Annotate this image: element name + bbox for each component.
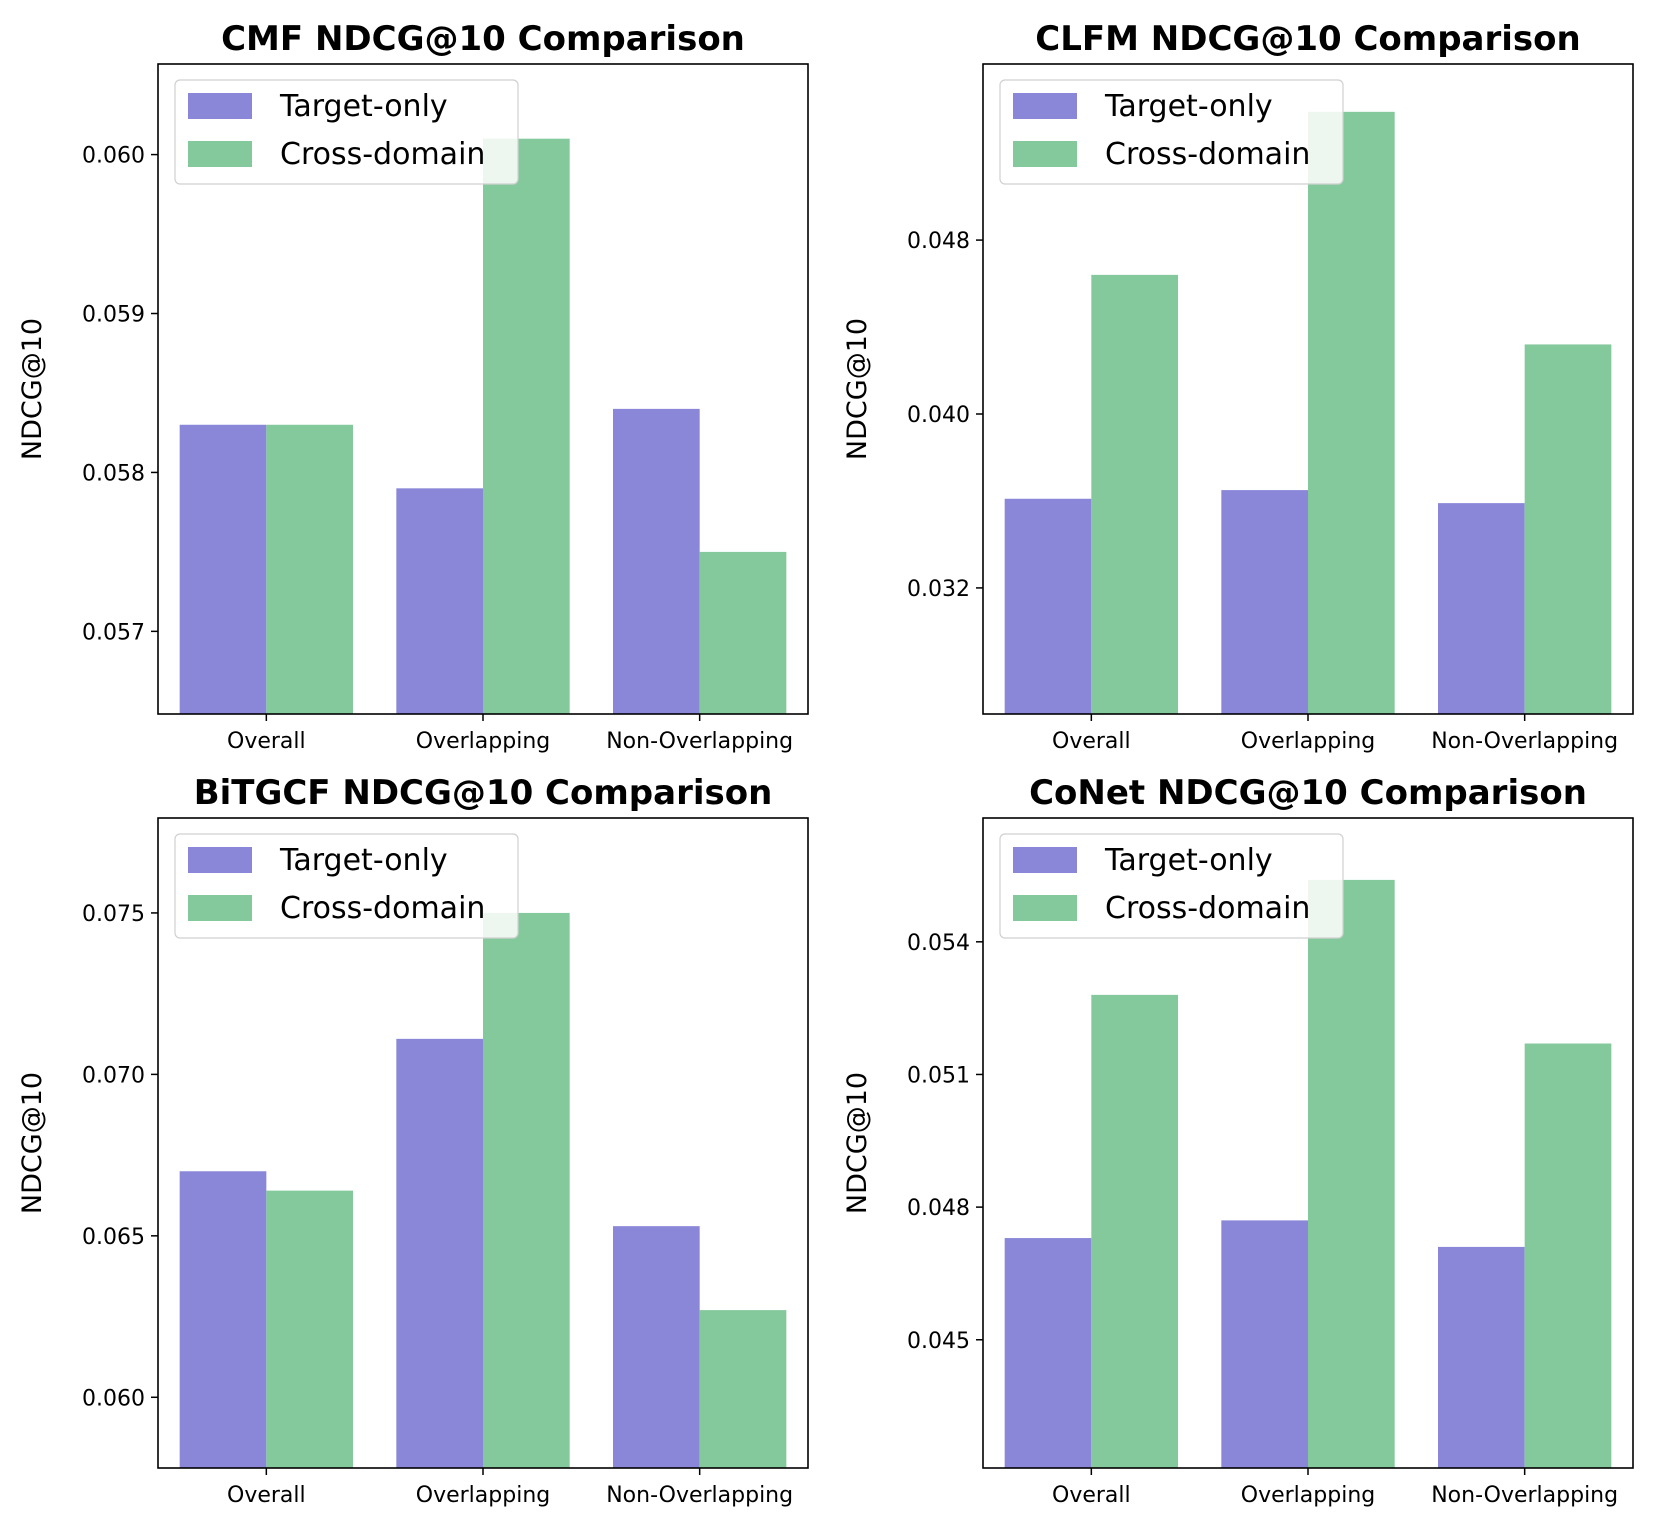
- legend-box: [174, 833, 519, 939]
- x-tick-label: Overlapping: [416, 1483, 550, 1508]
- bar-target-only-non-overlapping: [1438, 503, 1525, 714]
- bar-cross-domain-non-overlapping: [699, 1310, 787, 1468]
- x-tick-label: Overlapping: [1241, 1483, 1375, 1508]
- y-tick-label: 0.040: [907, 403, 970, 428]
- bar-cross-domain-overlapping: [1308, 879, 1395, 1468]
- x-tick-label: Overall: [1052, 729, 1131, 754]
- x-tick-label: Non-Overlapping: [606, 1483, 793, 1508]
- legend-swatch-target-only: [188, 847, 252, 873]
- x-tick-label: Overlapping: [1241, 729, 1375, 754]
- bar-cross-domain-non-overlapping: [699, 551, 787, 714]
- bar-target-only-overall: [1004, 1238, 1092, 1468]
- y-tick-label: 0.060: [82, 1386, 145, 1411]
- y-tick-label: 0.060: [82, 144, 145, 169]
- x-tick-label: Overall: [1052, 1483, 1131, 1508]
- y-tick-label: 0.048: [907, 1196, 970, 1221]
- legend-label-cross-domain: Cross-domain: [1105, 891, 1310, 926]
- legend-swatch-cross-domain: [1013, 141, 1077, 167]
- legend-label-cross-domain: Cross-domain: [1105, 137, 1310, 172]
- y-tick-label: 0.051: [907, 1063, 970, 1088]
- legend: Target-only Cross-domain: [999, 79, 1344, 185]
- bar-cross-domain-overall: [266, 1190, 353, 1468]
- y-tick-label: 0.075: [82, 902, 145, 927]
- y-tick-label: 0.058: [82, 461, 145, 486]
- y-axis-label: NDCG@10: [842, 318, 873, 460]
- legend-swatch-cross-domain: [188, 141, 252, 167]
- x-tick-label: Overlapping: [416, 729, 550, 754]
- legend-label-target-only: Target-only: [1104, 843, 1273, 878]
- bar-cross-domain-overall: [266, 424, 353, 714]
- x-tick-label: Non-Overlapping: [1431, 729, 1618, 754]
- legend-label-target-only: Target-only: [279, 89, 448, 124]
- bar-target-only-overall: [179, 1171, 267, 1468]
- legend-swatch-target-only: [1013, 93, 1077, 119]
- legend-swatch-target-only: [188, 93, 252, 119]
- legend-swatch-target-only: [1013, 847, 1077, 873]
- legend-box: [999, 79, 1344, 185]
- bar-target-only-non-overlapping: [1438, 1246, 1525, 1468]
- y-tick-label: 0.054: [907, 931, 970, 956]
- bar-cross-domain-overall: [1091, 994, 1178, 1468]
- y-tick-label: 0.032: [907, 577, 970, 602]
- chart-panel-1: 0.057 0.058 0.059 0.060 Overall Overlapping No…: [17, 19, 809, 754]
- y-tick-label: 0.065: [82, 1225, 145, 1250]
- bar-cross-domain-overlapping: [1308, 111, 1395, 714]
- legend: Target-only Cross-domain: [174, 833, 519, 939]
- legend-label-target-only: Target-only: [279, 843, 448, 878]
- legend-label-cross-domain: Cross-domain: [280, 137, 485, 172]
- chart-panel-2: 0.032 0.040 0.048 Overall Overlapping Non-Ove…: [842, 19, 1634, 754]
- bar-cross-domain-overlapping: [483, 912, 570, 1468]
- legend-swatch-cross-domain: [1013, 895, 1077, 921]
- chart-title: CLFM NDCG@10 Comparison: [1035, 19, 1580, 59]
- y-axis-label: NDCG@10: [842, 1072, 873, 1214]
- bar-target-only-overlapping: [396, 1038, 483, 1468]
- x-tick-label: Non-Overlapping: [1431, 1483, 1618, 1508]
- legend-box: [174, 79, 519, 185]
- bar-cross-domain-non-overlapping: [1524, 344, 1612, 714]
- chart-title: CoNet NDCG@10 Comparison: [1029, 773, 1587, 813]
- chart-title: CMF NDCG@10 Comparison: [221, 19, 745, 59]
- legend: Target-only Cross-domain: [174, 79, 519, 185]
- bar-target-only-non-overlapping: [613, 408, 700, 714]
- y-tick-label: 0.045: [907, 1329, 970, 1354]
- bar-target-only-overlapping: [396, 488, 483, 714]
- x-tick-label: Overall: [227, 1483, 306, 1508]
- y-tick-label: 0.048: [907, 229, 970, 254]
- y-axis-label: NDCG@10: [17, 318, 48, 460]
- bar-target-only-non-overlapping: [613, 1226, 700, 1468]
- x-tick-label: Overall: [227, 729, 306, 754]
- bar-cross-domain-non-overlapping: [1524, 1043, 1612, 1468]
- y-tick-label: 0.057: [82, 620, 145, 645]
- x-tick-label: Non-Overlapping: [606, 729, 793, 754]
- bar-target-only-overlapping: [1221, 1220, 1308, 1468]
- chart-title: BiTGCF NDCG@10 Comparison: [194, 773, 773, 813]
- bar-cross-domain-overlapping: [483, 138, 570, 714]
- bar-target-only-overall: [1004, 498, 1092, 714]
- legend-label-cross-domain: Cross-domain: [280, 891, 485, 926]
- legend-label-target-only: Target-only: [1104, 89, 1273, 124]
- bar-target-only-overall: [179, 424, 267, 714]
- chart-panel-4: 0.045 0.048 0.051 0.054 Overall Overlapping No…: [842, 773, 1634, 1508]
- y-tick-label: 0.059: [82, 303, 145, 328]
- y-axis-label: NDCG@10: [17, 1072, 48, 1214]
- chart-panel-3: 0.060 0.065 0.070 0.075 Overall Overlapping No…: [17, 773, 809, 1508]
- legend-box: [999, 833, 1344, 939]
- bar-cross-domain-overall: [1091, 274, 1178, 714]
- y-tick-label: 0.070: [82, 1063, 145, 1088]
- bar-target-only-overlapping: [1221, 490, 1308, 714]
- legend: Target-only Cross-domain: [999, 833, 1344, 939]
- legend-swatch-cross-domain: [188, 895, 252, 921]
